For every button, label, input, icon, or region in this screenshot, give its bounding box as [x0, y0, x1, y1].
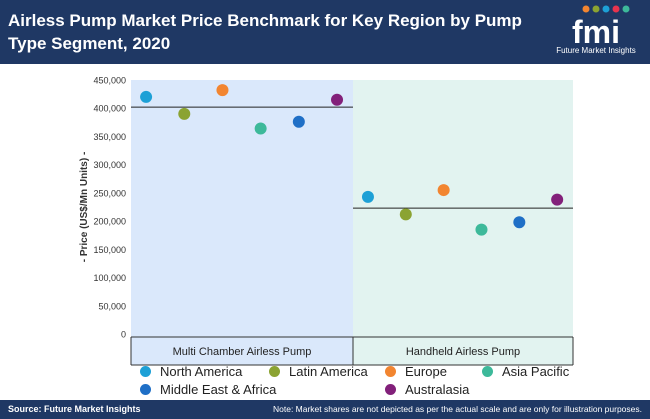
data-point — [216, 84, 229, 97]
data-point — [140, 90, 153, 103]
y-tick-label: 0 — [121, 330, 126, 340]
legend-marker — [385, 366, 396, 377]
category-label: Handheld Airless Pump — [406, 346, 520, 358]
category-background — [131, 80, 353, 365]
y-axis-label: - Price (US$/Mn Units) - — [79, 152, 90, 263]
y-tick-label: 150,000 — [93, 245, 126, 255]
data-point — [475, 223, 488, 236]
logo-dot-red — [612, 5, 620, 13]
category-label: Multi Chamber Airless Pump — [173, 346, 312, 358]
logo-dot-blue — [602, 5, 610, 13]
fmi-logo-mark: fmi — [572, 5, 630, 50]
chart-title: Airless Pump Market Price Benchmark for … — [8, 11, 522, 53]
y-tick-label: 350,000 — [93, 132, 126, 142]
data-point — [399, 208, 412, 221]
data-point — [331, 93, 344, 106]
legend-item: Middle East & Africa — [140, 382, 276, 397]
legend-marker — [140, 384, 151, 395]
data-point — [513, 216, 526, 229]
category-background — [353, 80, 573, 365]
legend-item: Latin America — [269, 364, 368, 379]
legend-item: North America — [140, 364, 242, 379]
data-point — [551, 193, 564, 206]
legend-label: Latin America — [289, 364, 368, 379]
fmi-logo: fmi Future Market Insights — [546, 4, 646, 60]
data-point — [437, 184, 450, 197]
legend-label: Asia Pacific — [502, 364, 570, 379]
legend-label: Middle East & Africa — [160, 382, 277, 397]
logo-tagline: Future Market Insights — [556, 46, 636, 55]
note-text: Note: Market shares are not depicted as … — [272, 404, 642, 414]
legend-marker — [269, 366, 280, 377]
data-point — [254, 122, 267, 135]
data-point — [178, 107, 191, 120]
header-banner: Airless Pump Market Price Benchmark for … — [0, 0, 650, 64]
legend-marker — [482, 366, 493, 377]
logo-dot-green — [592, 5, 600, 13]
y-tick-label: 400,000 — [93, 104, 126, 114]
legend-label: Australasia — [405, 382, 470, 397]
scatter-chart: Multi Chamber Airless Pump Handheld Airle… — [79, 76, 574, 366]
y-tick-label: 300,000 — [93, 160, 126, 170]
footer-bar: Source: Future Market Insights Note: Mar… — [0, 400, 650, 419]
legend-item: Europe — [385, 364, 447, 379]
legend-label: North America — [160, 364, 243, 379]
legend-item: Asia Pacific — [482, 364, 569, 379]
y-tick-label: 450,000 — [93, 76, 126, 86]
legend-marker — [385, 384, 396, 395]
legend-item: Australasia — [385, 382, 469, 397]
y-tick-label: 50,000 — [98, 301, 126, 311]
legend-label: Europe — [405, 364, 447, 379]
logo-wordmark: fmi — [572, 14, 620, 46]
y-tick-label: 200,000 — [93, 217, 126, 227]
logo-dot-teal — [622, 5, 630, 13]
data-point — [361, 190, 374, 203]
y-tick-label: 100,000 — [93, 273, 126, 283]
data-point — [292, 115, 305, 128]
legend-marker — [140, 366, 151, 377]
source-text: Source: Future Market Insights — [8, 404, 141, 414]
y-tick-label: 250,000 — [93, 188, 126, 198]
logo-dot-orange — [582, 5, 590, 13]
